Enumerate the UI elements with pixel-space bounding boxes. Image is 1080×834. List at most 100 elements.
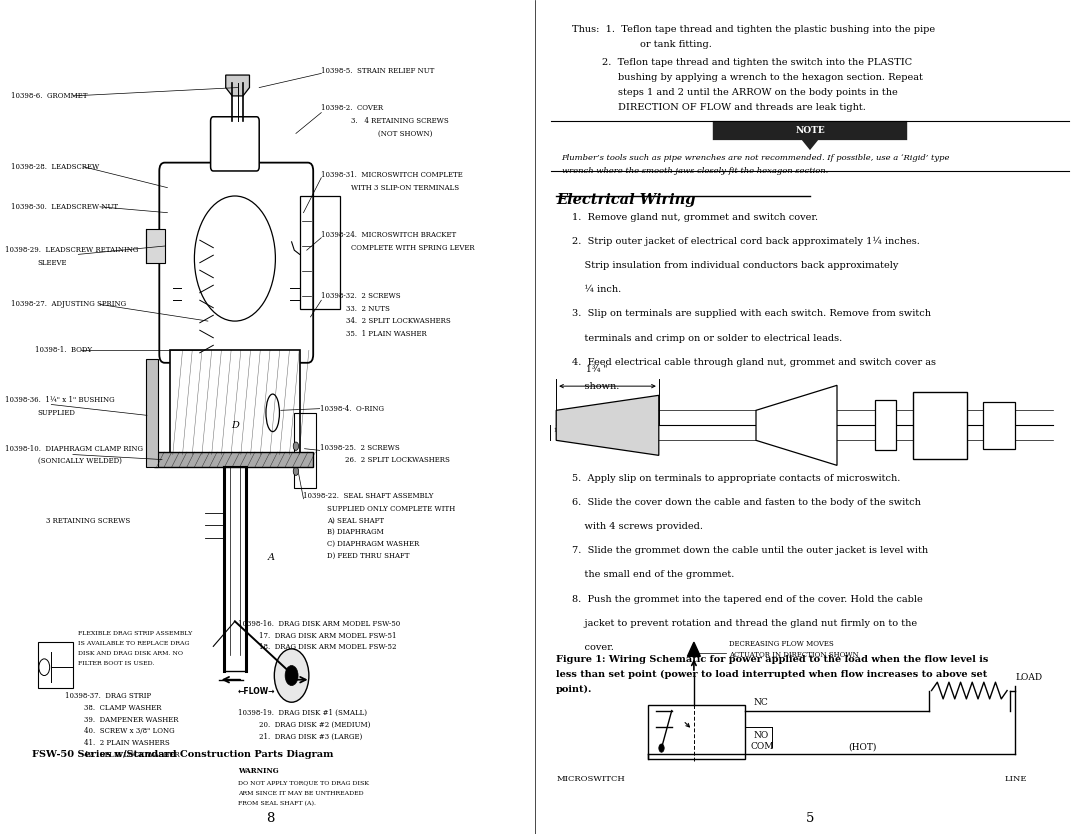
- Circle shape: [659, 744, 664, 752]
- Text: terminals and crimp on or solder to electrical leads.: terminals and crimp on or solder to elec…: [572, 334, 842, 343]
- Text: (NOT SHOWN): (NOT SHOWN): [378, 129, 432, 138]
- Text: 20.  DRAG DISK #2 (MEDIUM): 20. DRAG DISK #2 (MEDIUM): [259, 721, 370, 729]
- Text: NOTE: NOTE: [795, 126, 825, 134]
- Text: FSW-50 Series w/Standard Construction Parts Diagram: FSW-50 Series w/Standard Construction Pa…: [32, 751, 334, 759]
- Text: ARM SINCE IT MAY BE UNTHREADED: ARM SINCE IT MAY BE UNTHREADED: [238, 791, 363, 796]
- Text: 21.  DRAG DISK #3 (LARGE): 21. DRAG DISK #3 (LARGE): [259, 732, 363, 741]
- Text: DISK AND DRAG DISK ARM. NO: DISK AND DRAG DISK ARM. NO: [78, 651, 184, 656]
- Text: FLEXIBLE DRAG STRIP ASSEMBLY: FLEXIBLE DRAG STRIP ASSEMBLY: [78, 631, 192, 636]
- Bar: [153, 452, 313, 467]
- Text: 10398-29.  LEADSCREW RETAINING: 10398-29. LEADSCREW RETAINING: [5, 246, 138, 254]
- Text: 10398-37.  DRAG STRIP: 10398-37. DRAG STRIP: [65, 692, 151, 701]
- Text: 2.  Strip outer jacket of electrical cord back approximately 1¼ inches.: 2. Strip outer jacket of electrical cord…: [572, 237, 920, 246]
- Text: 10398-24.  MICROSWITCH BRACKET: 10398-24. MICROSWITCH BRACKET: [322, 231, 457, 239]
- Text: 17.  DRAG DISK ARM MODEL FSW-51: 17. DRAG DISK ARM MODEL FSW-51: [259, 631, 396, 640]
- Text: 10398-32.  2 SCREWS: 10398-32. 2 SCREWS: [322, 292, 401, 300]
- Text: 10398-25.  2 SCREWS: 10398-25. 2 SCREWS: [320, 444, 400, 452]
- Polygon shape: [713, 121, 907, 150]
- Text: Thus:  1.  Teflon tape thread and tighten the plastic bushing into the pipe: Thus: 1. Teflon tape thread and tighten …: [572, 25, 935, 34]
- Text: DO NOT APPLY TORQUE TO DRAG DISK: DO NOT APPLY TORQUE TO DRAG DISK: [238, 781, 368, 786]
- Text: 3.  Slip on terminals are supplied with each switch. Remove from switch: 3. Slip on terminals are supplied with e…: [572, 309, 931, 319]
- Text: 38.  CLAMP WASHER: 38. CLAMP WASHER: [84, 704, 161, 712]
- Text: A: A: [268, 553, 274, 561]
- Text: LINE: LINE: [1004, 775, 1027, 783]
- Text: the small end of the grommet.: the small end of the grommet.: [572, 570, 734, 580]
- Text: 8.  Push the grommet into the tapered end of the cover. Hold the cable: 8. Push the grommet into the tapered end…: [572, 595, 923, 604]
- Text: NO: NO: [754, 731, 769, 740]
- Text: bushing by applying a wrench to the hexagon section. Repeat: bushing by applying a wrench to the hexa…: [618, 73, 923, 83]
- Text: FILTER BOOT IS USED.: FILTER BOOT IS USED.: [78, 661, 154, 666]
- Text: FROM SEAL SHAFT (A).: FROM SEAL SHAFT (A).: [238, 801, 315, 806]
- Text: 10398-5.  STRAIN RELIEF NUT: 10398-5. STRAIN RELIEF NUT: [322, 67, 434, 75]
- Text: cover.: cover.: [572, 643, 615, 652]
- Text: 10398-4.  O-RING: 10398-4. O-RING: [320, 404, 383, 413]
- Text: 10398-1.  BODY: 10398-1. BODY: [35, 346, 92, 354]
- Text: MICROSWITCH: MICROSWITCH: [556, 775, 625, 783]
- Text: 3 RETAINING SCREWS: 3 RETAINING SCREWS: [46, 517, 131, 525]
- Text: LOAD: LOAD: [1015, 673, 1042, 682]
- Text: C) DIAPHRAGM WASHER: C) DIAPHRAGM WASHER: [326, 540, 419, 548]
- Bar: [294, 413, 316, 488]
- Polygon shape: [688, 642, 700, 656]
- Text: 1.  Remove gland nut, grommet and switch cover.: 1. Remove gland nut, grommet and switch …: [572, 213, 819, 222]
- Text: DIRECTION OF FLOW and threads are leak tight.: DIRECTION OF FLOW and threads are leak t…: [618, 103, 866, 113]
- Polygon shape: [556, 395, 659, 455]
- Text: jacket to prevent rotation and thread the gland nut firmly on to the: jacket to prevent rotation and thread th…: [572, 619, 918, 628]
- Text: B) DIAPHRAGM: B) DIAPHRAGM: [326, 528, 383, 536]
- Text: SUPPLIED: SUPPLIED: [38, 409, 76, 417]
- Text: point).: point).: [556, 685, 593, 694]
- Bar: [983, 402, 1015, 449]
- Text: WARNING: WARNING: [238, 767, 279, 776]
- Text: 39.  DAMPENER WASHER: 39. DAMPENER WASHER: [84, 716, 178, 724]
- Text: 8: 8: [266, 812, 274, 826]
- Text: 5.  Apply slip on terminals to appropriate contacts of microswitch.: 5. Apply slip on terminals to appropriat…: [572, 474, 901, 483]
- Circle shape: [294, 467, 298, 475]
- Text: ←FLOW→: ←FLOW→: [238, 687, 275, 696]
- Bar: [171, 350, 299, 455]
- Text: 10398-27.  ADJUSTING SPRING: 10398-27. ADJUSTING SPRING: [11, 300, 126, 309]
- Text: NC: NC: [754, 698, 768, 707]
- Text: with 4 screws provided.: with 4 screws provided.: [572, 522, 703, 531]
- Bar: [648, 705, 745, 759]
- Polygon shape: [756, 385, 837, 465]
- Circle shape: [294, 442, 298, 450]
- FancyBboxPatch shape: [160, 163, 313, 363]
- Text: 3.   4 RETAINING SCREWS: 3. 4 RETAINING SCREWS: [351, 117, 449, 125]
- Text: 34.  2 SPLIT LOCKWASHERS: 34. 2 SPLIT LOCKWASHERS: [346, 317, 450, 325]
- Text: 10398-2.  COVER: 10398-2. COVER: [322, 104, 383, 113]
- Text: 10398-28.  LEADSCREW: 10398-28. LEADSCREW: [11, 163, 99, 171]
- Bar: [146, 229, 165, 263]
- Text: ¼: ¼: [553, 429, 562, 437]
- Text: 33.  2 NUTS: 33. 2 NUTS: [346, 304, 390, 313]
- Text: 10398-22.  SEAL SHAFT ASSEMBLY: 10398-22. SEAL SHAFT ASSEMBLY: [303, 492, 434, 500]
- Text: ¼ inch.: ¼ inch.: [572, 285, 622, 294]
- Bar: [875, 400, 896, 450]
- Text: 10398-36.  1¼" x 1" BUSHING: 10398-36. 1¼" x 1" BUSHING: [5, 396, 116, 404]
- Text: 2.  Teflon tape thread and tighten the switch into the PLASTIC: 2. Teflon tape thread and tighten the sw…: [603, 58, 913, 68]
- Text: less than set point (power to load interrupted when flow increases to above set: less than set point (power to load inter…: [556, 670, 987, 679]
- Text: 4.  Feed electrical cable through gland nut, grommet and switch cover as: 4. Feed electrical cable through gland n…: [572, 358, 936, 367]
- Text: ACTUATOR IN DIRECTION SHOWN: ACTUATOR IN DIRECTION SHOWN: [729, 651, 859, 659]
- Text: 10398-19.  DRAG DISK #1 (SMALL): 10398-19. DRAG DISK #1 (SMALL): [238, 709, 366, 717]
- Text: 10398-31.  MICROSWITCH COMPLETE: 10398-31. MICROSWITCH COMPLETE: [322, 171, 463, 179]
- Text: 40.  SCREW x 3/8" LONG: 40. SCREW x 3/8" LONG: [84, 727, 174, 736]
- Text: 6.  Slide the cover down the cable and fasten to the body of the switch: 6. Slide the cover down the cable and fa…: [572, 498, 921, 507]
- Text: 35.  1 PLAIN WASHER: 35. 1 PLAIN WASHER: [346, 329, 427, 338]
- Bar: [146, 359, 158, 467]
- Text: WITH 3 SLIP-ON TERMINALS: WITH 3 SLIP-ON TERMINALS: [351, 183, 459, 192]
- Circle shape: [285, 666, 298, 686]
- Text: D: D: [231, 421, 239, 430]
- Text: Electrical Wiring: Electrical Wiring: [556, 193, 696, 208]
- Bar: [38, 642, 73, 688]
- Circle shape: [294, 455, 298, 463]
- Text: DECREASING FLOW MOVES: DECREASING FLOW MOVES: [729, 640, 834, 648]
- Text: steps 1 and 2 until the ARROW on the body points in the: steps 1 and 2 until the ARROW on the bod…: [618, 88, 899, 98]
- Text: A) SEAL SHAFT: A) SEAL SHAFT: [326, 516, 383, 525]
- Text: 42.  SPLIT LOCK WASHER: 42. SPLIT LOCK WASHER: [84, 751, 179, 759]
- Text: IS AVAILABLE TO REPLACE DRAG: IS AVAILABLE TO REPLACE DRAG: [78, 641, 190, 646]
- Text: (SONICALLY WELDED): (SONICALLY WELDED): [38, 457, 122, 465]
- Text: Plumber’s tools such as pipe wrenches are not recommended. If possible, use a ‘R: Plumber’s tools such as pipe wrenches ar…: [562, 154, 950, 163]
- Text: (HOT): (HOT): [848, 742, 876, 751]
- Circle shape: [274, 649, 309, 702]
- Text: Strip insulation from individual conductors back approximately: Strip insulation from individual conduct…: [572, 261, 899, 270]
